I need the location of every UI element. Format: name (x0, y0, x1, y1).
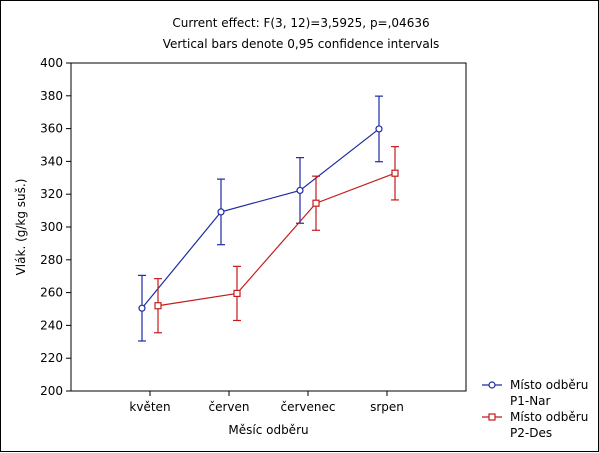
y-tick-label: 360 (40, 122, 63, 136)
legend-item-1: Místo odběru P1-Nar (482, 378, 588, 408)
y-tick-label: 320 (40, 187, 63, 201)
y-tick-label: 280 (40, 253, 63, 267)
legend-label-line2: P1-Nar (510, 394, 551, 408)
data-point-square (233, 289, 241, 298)
x-tick-label: květen (129, 400, 170, 414)
legend-marker-circle (488, 381, 496, 389)
data-point-circle (375, 125, 383, 133)
y-tick-label: 200 (40, 384, 63, 398)
y-tick-label: 340 (40, 154, 63, 168)
data-point-circle (138, 304, 146, 312)
legend-label-line1: Místo odběru (510, 378, 588, 392)
series-layer (138, 95, 399, 342)
legend-label-line1: Místo odběru (510, 410, 588, 424)
data-point-square (312, 199, 320, 207)
series-line (141, 128, 380, 309)
legend-label-line2: P2-Des (510, 426, 552, 440)
series-line (157, 172, 396, 307)
legend: Místo odběru P1-Nar Místo odběru P2-Des (482, 378, 588, 440)
chart-title: Current effect: F(3, 12)=3,5925, p=,0463… (172, 16, 429, 30)
series-1 (138, 95, 383, 342)
y-tick-label: 220 (40, 351, 63, 365)
x-tick-label: červenec (281, 400, 336, 414)
data-point-square (391, 169, 399, 177)
x-axis-label: Měsíc odběru (228, 423, 308, 437)
x-tick-label: červen (208, 400, 249, 414)
data-point-circle (217, 208, 225, 216)
y-tick-label: 300 (40, 220, 63, 234)
y-axis-label: Vlák. (g/kg suš.) (14, 179, 28, 276)
chart-subtitle: Vertical bars denote 0,95 confidence int… (163, 37, 440, 51)
series-2 (154, 146, 399, 334)
y-axis-ticks: 200 220 240 260 280 300 320 340 360 380 400 (40, 56, 71, 398)
legend-item-2: Místo odběru P2-Des (482, 410, 588, 440)
y-tick-label: 380 (40, 89, 63, 103)
plot-area (70, 62, 467, 392)
data-point-circle (296, 186, 304, 195)
y-tick-label: 260 (40, 286, 63, 300)
y-tick-label: 400 (40, 56, 63, 70)
x-axis-ticks: květen červen červenec srpen (129, 391, 404, 414)
y-tick-label: 240 (40, 318, 63, 332)
data-point-square (154, 302, 162, 310)
legend-marker-square (488, 413, 496, 421)
x-tick-label: srpen (370, 400, 404, 414)
